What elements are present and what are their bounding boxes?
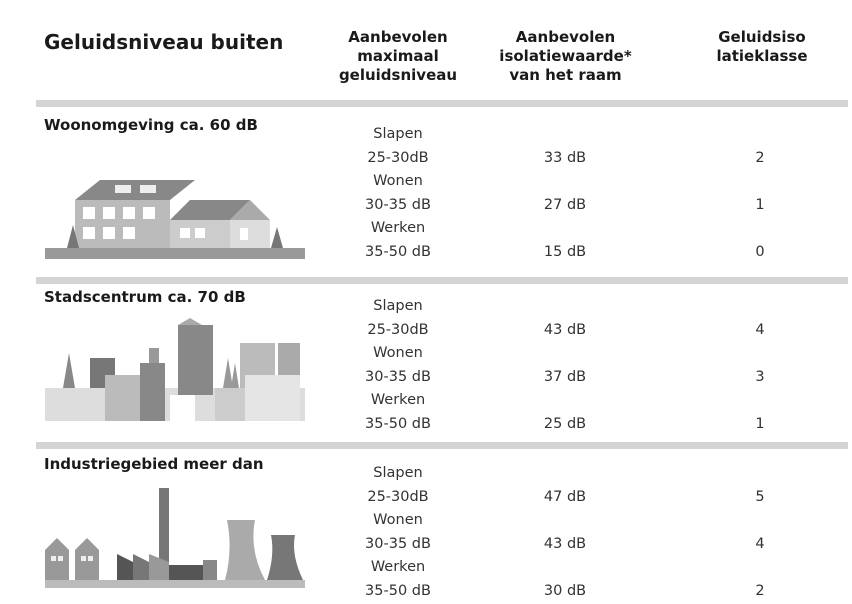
column-header: Geluidsisolatieklasse	[712, 28, 812, 66]
level: 30-35 dB	[338, 532, 458, 556]
section-title: Woonomgeving ca. 60 dB	[44, 116, 258, 134]
isolation: 30 dB	[505, 579, 625, 603]
class: 4	[700, 532, 820, 556]
class: 1	[700, 412, 820, 436]
column-header: Aanbevolen maximaal geluidsniveau	[328, 28, 468, 85]
level: 25-30dB	[338, 318, 458, 342]
level: 35-50 dB	[338, 412, 458, 436]
isolation: 37 dB	[505, 365, 625, 389]
separator	[36, 100, 848, 107]
level: 25-30dB	[338, 146, 458, 170]
class: 5	[700, 485, 820, 509]
house-illustration	[45, 145, 305, 259]
activity: Werken	[338, 555, 458, 579]
header-title: Geluidsniveau buiten	[44, 30, 283, 54]
isolation: 27 dB	[505, 193, 625, 217]
industry-illustration	[45, 480, 305, 588]
class: 1	[700, 193, 820, 217]
class: 4	[700, 318, 820, 342]
activity: Wonen	[338, 508, 458, 532]
class: 0	[700, 240, 820, 264]
isolation: 15 dB	[505, 240, 625, 264]
activity: Wonen	[338, 341, 458, 365]
page: Geluidsniveau buiten Aanbevolen maximaal…	[0, 0, 852, 604]
separator	[36, 442, 848, 449]
isolation: 33 dB	[505, 146, 625, 170]
activity: Werken	[338, 388, 458, 412]
activity: Wonen	[338, 169, 458, 193]
class: 2	[700, 146, 820, 170]
city-illustration	[45, 313, 305, 421]
activity: Slapen	[338, 294, 458, 318]
level: 35-50 dB	[338, 579, 458, 603]
level: 25-30dB	[338, 485, 458, 509]
activity: Werken	[338, 216, 458, 240]
isolation: 43 dB	[505, 318, 625, 342]
class: 2	[700, 579, 820, 603]
section-title: Industriegebied meer dan	[44, 455, 264, 473]
isolation: 43 dB	[505, 532, 625, 556]
isolation: 47 dB	[505, 485, 625, 509]
level: 35-50 dB	[338, 240, 458, 264]
isolation: 25 dB	[505, 412, 625, 436]
activity: Slapen	[338, 122, 458, 146]
level: 30-35 dB	[338, 193, 458, 217]
column-header: Aanbevolen isolatiewaarde* van het raam	[488, 28, 643, 85]
activity: Slapen	[338, 461, 458, 485]
class: 3	[700, 365, 820, 389]
level: 30-35 dB	[338, 365, 458, 389]
separator	[36, 277, 848, 284]
section-title: Stadscentrum ca. 70 dB	[44, 288, 246, 306]
